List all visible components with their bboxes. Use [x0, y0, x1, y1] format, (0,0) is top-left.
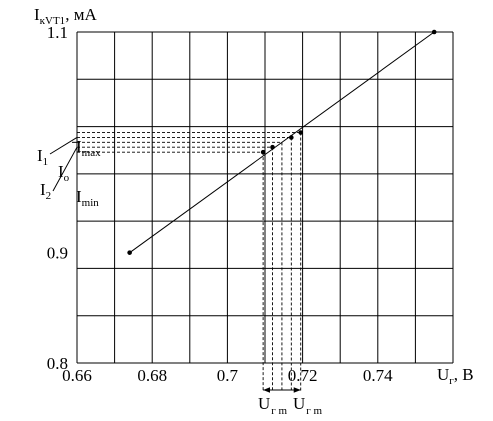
series — [127, 29, 437, 255]
operating-point-1 — [289, 135, 294, 140]
amplitude-label-right: Uг m — [293, 394, 323, 417]
current-label-1: I1 — [37, 146, 48, 168]
series-endpoint — [127, 250, 132, 255]
current-label-max: Imax — [76, 137, 101, 159]
x-tick-label: 0.66 — [62, 366, 92, 385]
current-label-o: Io — [58, 162, 70, 184]
annotations — [49, 137, 301, 393]
x-tick-label: 0.72 — [288, 366, 318, 385]
leader-i1 — [49, 137, 78, 155]
x-tick-label: 0.74 — [363, 366, 393, 385]
projection-lines — [77, 132, 302, 392]
operating-point-2 — [270, 144, 275, 150]
series-line — [129, 31, 435, 254]
operating-point-max — [298, 130, 304, 135]
current-label-min: Imin — [76, 187, 99, 209]
operating-point-min — [260, 149, 266, 155]
x-axis-label: Uг, В — [437, 365, 474, 387]
series-endpoint — [431, 29, 437, 35]
current-label-2: I2 — [40, 180, 51, 202]
amplitude-label-left: Uг m — [258, 394, 288, 417]
x-tick-label: 0.7 — [217, 366, 239, 385]
y-tick-label: 0.9 — [47, 244, 68, 263]
y-tick-label: 1.1 — [47, 23, 68, 42]
tick-labels: 0.66 0.68 0.7 0.72 0.74 0.8 0.9 1.1 — [47, 23, 393, 385]
leader-i2 — [52, 146, 78, 192]
y-tick-label: 0.8 — [47, 354, 68, 373]
y-axis-label: IкVT1, мА — [34, 5, 97, 27]
grid — [76, 31, 454, 364]
x-tick-label: 0.68 — [137, 366, 167, 385]
